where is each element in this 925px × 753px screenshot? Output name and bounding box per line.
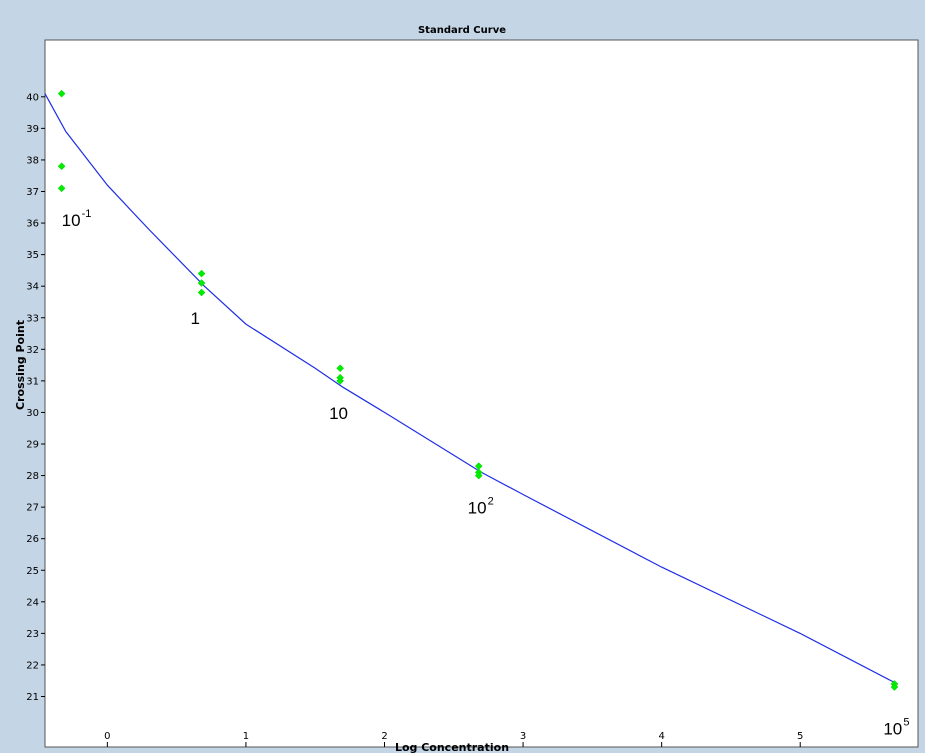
y-axis-ticks: 21 22 23 24 25 26 27 28 29 30 31 32 33 34 35 36 37 38 39 40 (26, 92, 45, 703)
data-point (890, 683, 899, 691)
data-point (336, 377, 345, 385)
y-tick-label: 29 (26, 440, 39, 451)
data-point (197, 279, 206, 287)
y-tick-label: 39 (26, 124, 39, 135)
y-tick-label: 38 (26, 155, 39, 166)
concentration-exponent: -1 (82, 208, 92, 220)
data-point (57, 162, 66, 171)
data-point (197, 288, 206, 297)
x-tick-label: 2 (381, 731, 387, 742)
y-tick-label: 33 (26, 313, 39, 324)
y-tick-label: 26 (26, 534, 39, 545)
data-point (336, 364, 345, 373)
y-tick-label: 35 (26, 250, 39, 261)
y-tick-label: 37 (26, 187, 39, 198)
y-tick-label: 23 (26, 629, 39, 640)
concentration-label: 10 (468, 498, 487, 517)
y-tick-label: 32 (26, 345, 39, 356)
data-point (474, 471, 483, 480)
y-tick-label: 28 (26, 471, 39, 482)
concentration-label: 10 (62, 211, 81, 230)
y-tick-label: 25 (26, 566, 39, 577)
x-tick-label: 1 (243, 731, 249, 742)
x-tick-label: 0 (104, 731, 110, 742)
y-tick-label: 30 (26, 408, 39, 419)
y-tick-label: 22 (26, 660, 39, 671)
y-tick-label: 24 (26, 597, 39, 608)
x-axis-ticks: 0 1 2 3 4 5 (104, 731, 803, 747)
concentration-label: 1 (191, 309, 200, 328)
y-tick-label: 27 (26, 503, 39, 514)
x-axis-label: Log Concentration (395, 741, 509, 753)
concentration-exponent: 2 (488, 495, 494, 507)
data-point (197, 269, 206, 278)
data-point (57, 184, 66, 193)
x-tick-label: 5 (797, 731, 803, 742)
y-tick-label: 34 (26, 282, 39, 293)
concentration-label: 10 (329, 404, 348, 423)
plot-area (44, 39, 919, 748)
y-tick-label: 21 (26, 692, 39, 703)
x-tick-label: 3 (520, 731, 526, 742)
y-tick-label: 36 (26, 219, 39, 230)
chart-title: Standard Curve (418, 25, 506, 36)
y-tick-label: 31 (26, 376, 39, 387)
fit-curve-line (44, 93, 898, 685)
y-axis-label: Crossing Point (14, 320, 27, 410)
concentration-label: 10 (883, 719, 902, 738)
concentration-exponent: 5 (903, 716, 909, 728)
x-tick-label: 4 (658, 731, 664, 742)
data-points (57, 89, 899, 691)
y-tick-label: 40 (26, 92, 39, 103)
data-point (57, 89, 66, 98)
